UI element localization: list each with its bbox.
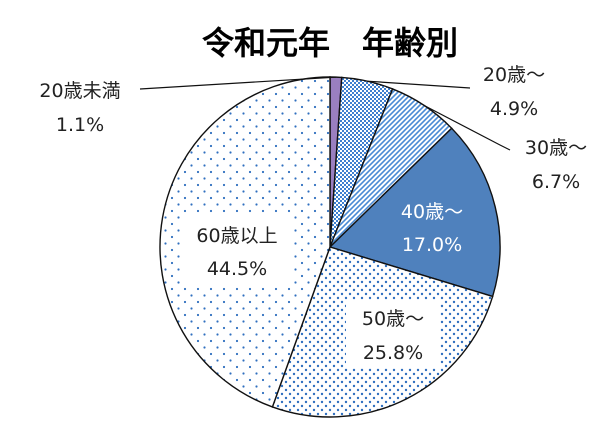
slice-value: 1.1% (56, 114, 104, 136)
slice-name: 40歳～ (401, 201, 463, 223)
slice-label-40s: 40歳～ 17.0% (401, 201, 463, 256)
slice-label-60-plus: 60歳以上 44.5% (182, 215, 292, 285)
slice-value: 17.0% (402, 234, 462, 256)
slice-label-50s: 50歳～ 25.8% (346, 300, 440, 368)
leader-line-under-20 (139, 76, 336, 90)
leader-line-30s (423, 104, 511, 151)
slice-name: 20歳未満 (39, 80, 120, 102)
label-backdrop (346, 300, 440, 368)
leader-line-20s (367, 80, 471, 89)
slice-value: 44.5% (207, 258, 267, 280)
slice-value: 4.9% (490, 98, 538, 120)
slice-value: 6.7% (532, 171, 580, 193)
chart-title: 令和元年 年齢別 (202, 24, 458, 62)
slice-label-30s: 30歳～ 6.7% (525, 137, 587, 193)
slice-value: 25.8% (363, 342, 423, 364)
label-backdrop (182, 215, 292, 285)
slice-name: 20歳～ (483, 64, 545, 86)
slice-name: 50歳～ (362, 308, 424, 330)
slice-name: 30歳～ (525, 137, 587, 159)
leader-lines (139, 76, 511, 151)
slice-label-20s: 20歳～ 4.9% (483, 64, 545, 120)
slice-label-under-20: 20歳未満 1.1% (39, 80, 120, 136)
slice-40s (328, 127, 501, 298)
slice-name: 60歳以上 (196, 225, 277, 247)
